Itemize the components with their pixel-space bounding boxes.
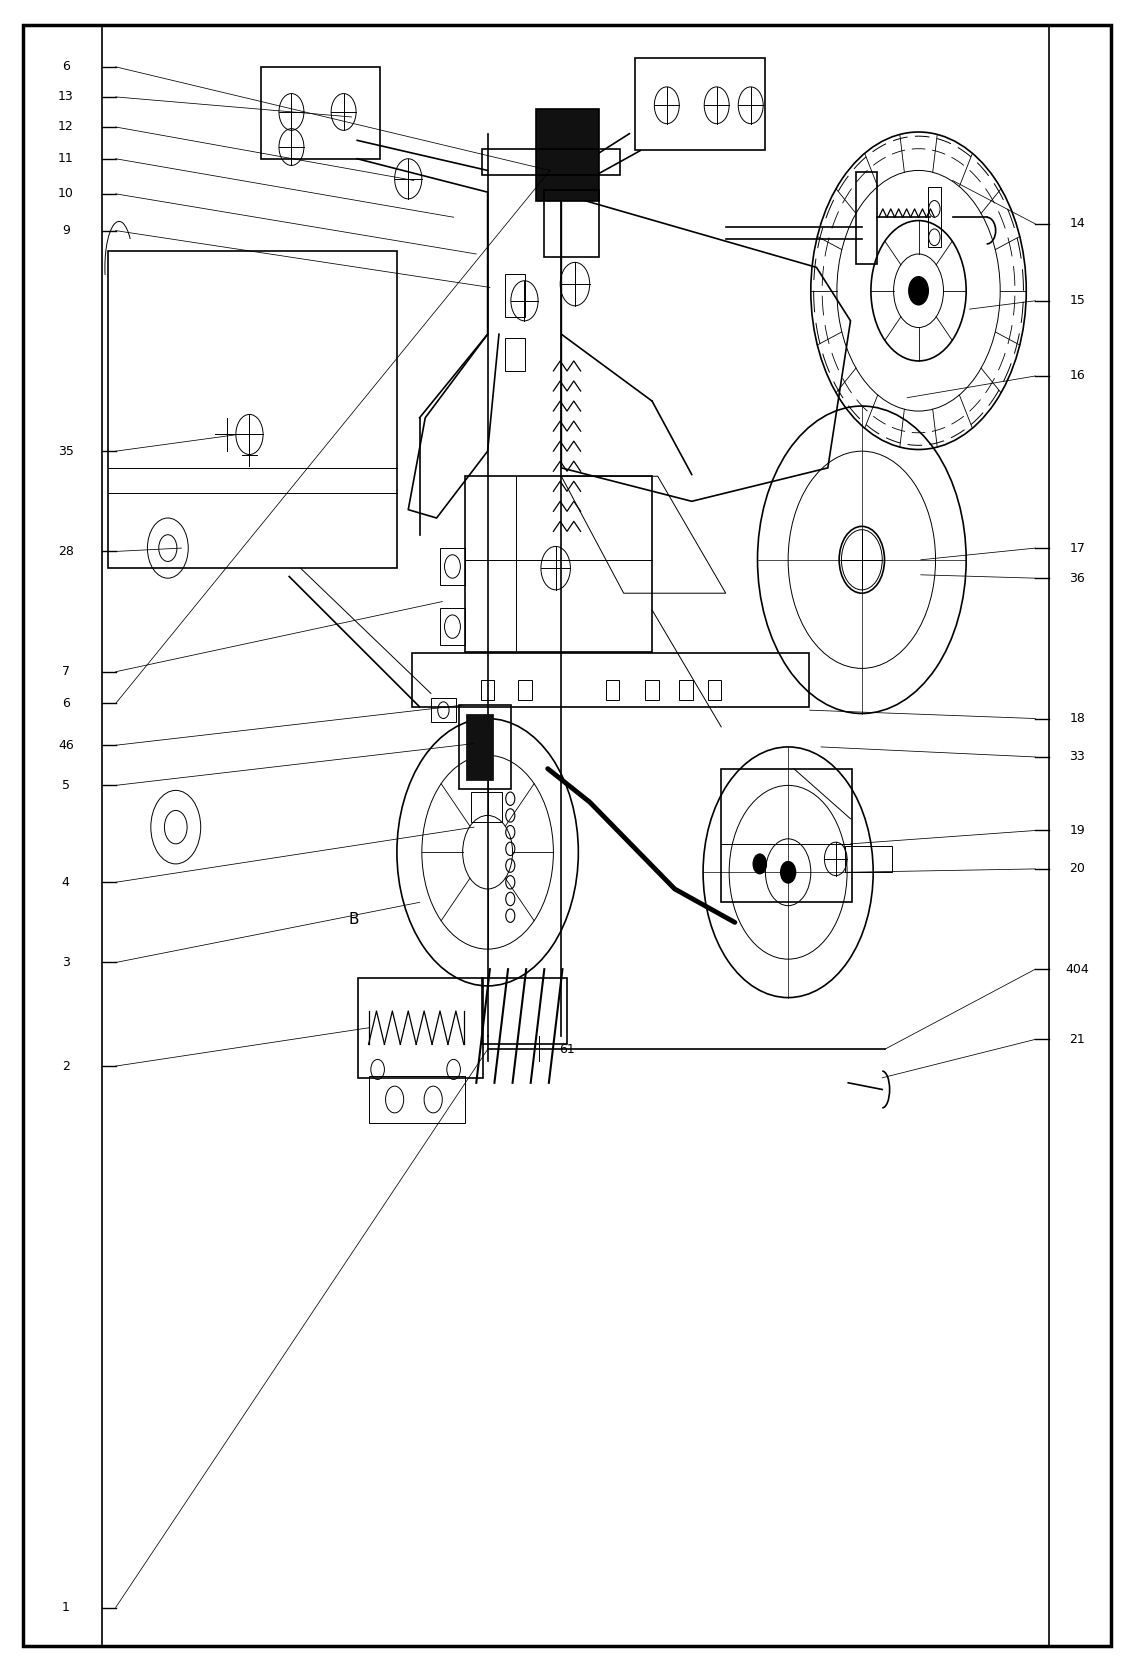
Text: 1: 1 [62,1601,69,1614]
Text: 21: 21 [1069,1033,1085,1046]
Circle shape [909,277,928,304]
Bar [856,172,877,264]
Text: 35: 35 [58,444,74,458]
Bar [721,769,852,902]
Bar [261,67,380,159]
Text: 20: 20 [1069,862,1085,876]
Bar [544,190,599,257]
Bar [440,608,465,645]
Text: 404: 404 [1066,962,1089,976]
Bar [536,109,599,201]
Bar [708,680,721,700]
Bar [635,58,765,150]
Bar [108,251,397,568]
Text: B: B [348,912,359,926]
Text: 11: 11 [58,152,74,165]
Text: 14: 14 [1069,217,1085,231]
Bar [679,680,693,700]
Bar [845,846,892,872]
Bar [505,338,525,371]
Text: 4: 4 [62,876,69,889]
Text: 36: 36 [1069,571,1085,585]
Bar [412,653,809,707]
Circle shape [781,862,795,882]
Bar [467,715,492,779]
Text: 19: 19 [1069,824,1085,837]
Bar [505,274,525,317]
Bar [471,792,502,822]
Bar [481,680,494,700]
Bar [606,680,619,700]
Text: 18: 18 [1069,712,1085,725]
Text: 12: 12 [58,120,74,134]
Text: 6: 6 [62,60,69,74]
Bar [482,149,620,175]
Text: 33: 33 [1069,750,1085,764]
Bar [482,978,567,1044]
Bar [928,187,941,247]
Text: 13: 13 [58,90,74,104]
Text: 15: 15 [1069,294,1085,307]
Bar [440,548,465,585]
Text: 17: 17 [1069,541,1085,555]
Bar [431,698,456,722]
Text: 46: 46 [58,739,74,752]
Text: 5: 5 [61,779,70,792]
Text: 10: 10 [58,187,74,201]
Bar [465,476,652,652]
Text: 2: 2 [62,1059,69,1073]
Text: 9: 9 [62,224,69,237]
Circle shape [753,854,767,874]
Text: 28: 28 [58,545,74,558]
Text: 3: 3 [62,956,69,969]
Bar [369,1076,465,1123]
Text: 7: 7 [61,665,70,678]
Text: 6: 6 [62,697,69,710]
Bar [459,705,511,789]
Bar [518,680,532,700]
Text: 16: 16 [1069,369,1085,383]
Bar [645,680,659,700]
Text: 61: 61 [559,1043,575,1056]
Bar [358,978,483,1078]
